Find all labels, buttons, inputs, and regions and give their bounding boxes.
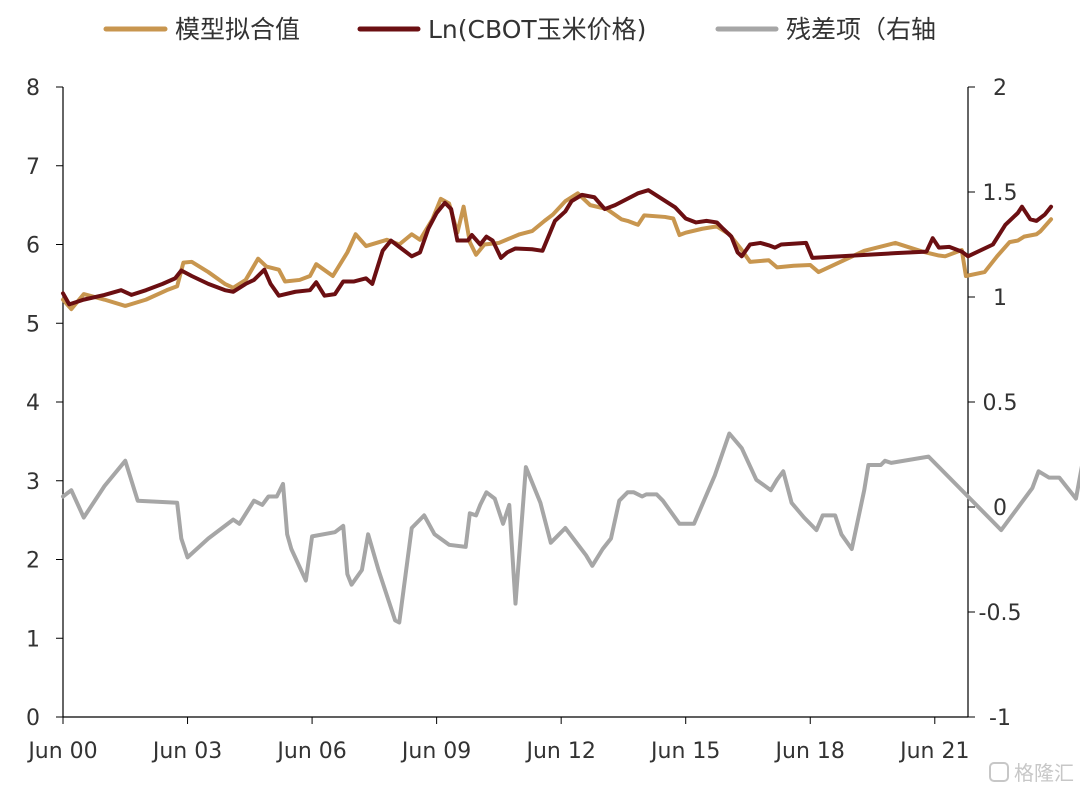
left-tick-label-4: 4 (26, 391, 40, 416)
left-tick-label-7: 7 (26, 155, 40, 180)
right-tick-label-5: 1.5 (983, 181, 1018, 206)
x-tick-label-7: Jun 21 (898, 739, 969, 764)
right-tick-label-1: -0.5 (979, 601, 1022, 626)
legend-label-1: Ln(CBOT玉米价格) (428, 15, 646, 44)
right-tick-label-0: -1 (989, 706, 1011, 731)
series-line-1 (61, 188, 1054, 307)
x-tick-label-4: Jun 12 (524, 739, 595, 764)
right-tick-label-4: 1 (993, 286, 1007, 311)
right-tick-label-3: 0.5 (983, 391, 1018, 416)
left-tick-label-2: 2 (26, 549, 40, 574)
watermark: 格隆汇 (989, 761, 1074, 785)
x-tick-label-3: Jun 09 (400, 739, 471, 764)
left-tick-label-3: 3 (26, 470, 40, 495)
watermark-icon (989, 762, 1009, 782)
left-tick-label-6: 6 (26, 234, 40, 259)
right-tick-label-2: 0 (993, 496, 1007, 521)
series-line-2 (61, 431, 1080, 625)
right-tick-label-6: 2 (993, 76, 1007, 101)
left-tick-label-8: 8 (26, 76, 40, 101)
x-tick-label-0: Jun 00 (26, 739, 97, 764)
legend-label-2: 残差项（右轴 (786, 15, 936, 44)
legend-label-0: 模型拟合值 (175, 15, 300, 44)
left-tick-label-5: 5 (26, 312, 40, 337)
watermark-text: 格隆汇 (1014, 761, 1074, 785)
left-tick-label-1: 1 (26, 627, 40, 652)
x-tick-label-1: Jun 03 (151, 739, 222, 764)
x-tick-label-2: Jun 06 (275, 739, 346, 764)
x-tick-label-5: Jun 15 (649, 739, 720, 764)
x-tick-label-6: Jun 18 (774, 739, 845, 764)
series-line-0 (61, 191, 1054, 312)
left-tick-label-0: 0 (26, 706, 40, 731)
